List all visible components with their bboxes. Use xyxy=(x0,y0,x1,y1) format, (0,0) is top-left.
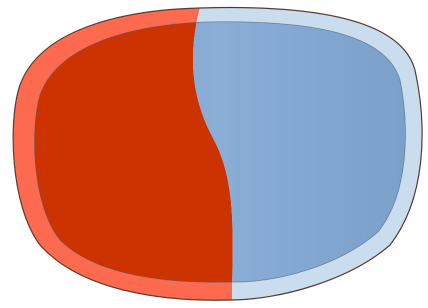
inner-core xyxy=(35,22,406,282)
blob-graphic xyxy=(0,0,428,308)
page xyxy=(0,0,428,308)
